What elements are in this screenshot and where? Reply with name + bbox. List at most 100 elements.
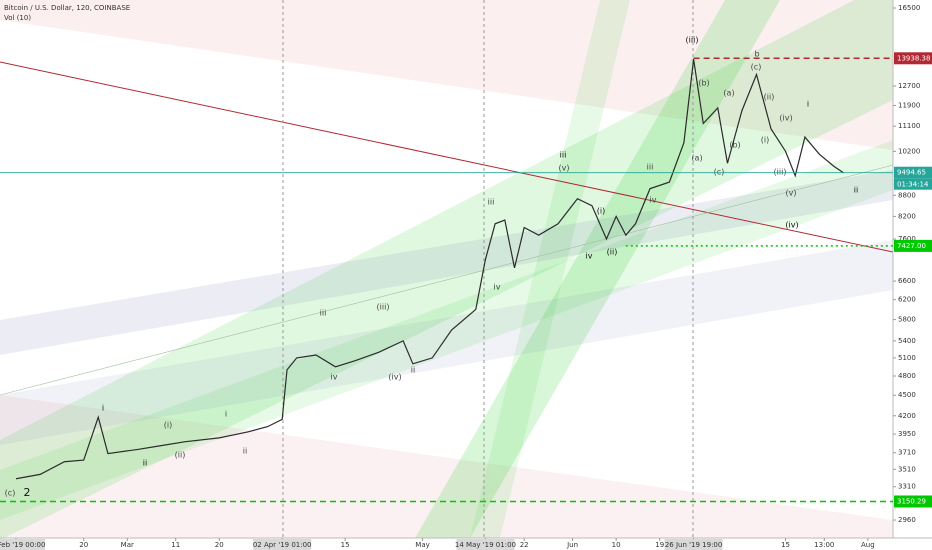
y-tick-label: 8800 — [898, 191, 916, 199]
level-label: 13938.38 — [897, 54, 930, 62]
trend-line — [0, 61, 894, 253]
green-band — [0, 0, 893, 540]
wave-label: (a) — [723, 89, 734, 98]
y-tick-label: 3710 — [898, 449, 916, 457]
wave-label: ii — [243, 447, 247, 456]
x-tick-box — [0, 539, 45, 550]
wave-label: (ii) — [175, 451, 186, 460]
x-tick-label: May — [415, 541, 429, 549]
price-axis-bg — [893, 0, 932, 550]
wave-label: iv — [650, 196, 657, 205]
wave-label: ii — [854, 186, 858, 195]
price-line — [15, 59, 844, 480]
level-label: 7427.00 — [897, 242, 926, 250]
wave-label: (i) — [164, 421, 172, 430]
chart-title: Bitcoin / U.S. Dollar, 120, COINBASE — [4, 4, 130, 12]
y-tick-label: 11900 — [898, 101, 920, 109]
y-tick-label: 6600 — [898, 277, 916, 285]
annotations: (iii) (b) (a) (c) b (c) (a) (b) (ii) (i)… — [5, 36, 859, 500]
y-tick-label: 7600 — [898, 235, 916, 243]
wave-label: iii — [647, 163, 654, 172]
level-label: 3150.29 — [897, 497, 926, 505]
wave-label: (b) — [698, 79, 709, 88]
x-tick-label: 20 — [79, 541, 88, 549]
y-tick-label: 4800 — [898, 372, 916, 380]
wave-label: (c) — [5, 489, 16, 498]
x-tick-label: 13:00 — [814, 541, 834, 549]
trend-line — [0, 164, 894, 396]
wave-label: i — [102, 404, 104, 413]
wave-label: iii — [320, 309, 327, 318]
y-tick-label: 2960 — [898, 516, 916, 524]
wave-label: iv — [586, 252, 593, 261]
x-tick-label: 15 — [341, 541, 350, 549]
wave-label: (iv) — [388, 373, 401, 382]
x-tick-label: 14 May '19 01:00 — [455, 541, 516, 549]
green-band — [470, 0, 630, 538]
wave-label: iv — [331, 373, 338, 382]
wave-label: (a) — [691, 154, 702, 163]
x-tick-label: 06 Feb '19 00:00 — [0, 541, 45, 549]
wave-label: iv — [494, 283, 501, 292]
wave-label: (iii) — [377, 303, 390, 312]
x-tick-label: 11 — [171, 541, 180, 549]
wave-label: b — [754, 50, 759, 59]
x-tick-label: 26 Jun '19 19:00 — [665, 541, 723, 549]
x-tick-label: Jun — [566, 541, 578, 549]
wave-label: (v) — [559, 164, 570, 173]
pink-band — [0, 395, 893, 538]
countdown: 01:34:14 — [897, 181, 929, 189]
wave-label: ii — [411, 366, 415, 375]
level-tag — [894, 239, 932, 252]
wave-label: (i) — [597, 207, 605, 216]
wave-label: (c) — [714, 168, 725, 177]
wave-label: (c) — [751, 63, 762, 72]
x-tick-box — [456, 539, 515, 550]
x-tick-label: Aug — [861, 541, 875, 549]
green-band — [415, 0, 780, 538]
wave-label: (v) — [786, 189, 797, 198]
y-tick-label: 5100 — [898, 354, 916, 362]
x-tick-label: Mar — [121, 541, 134, 549]
level-tag — [894, 166, 932, 179]
x-tick-label: 20 — [215, 541, 224, 549]
y-tick-label: 5800 — [898, 316, 916, 324]
drawing-bands — [0, 0, 894, 540]
x-tick-label: 02 Apr '19 01:00 — [253, 541, 312, 549]
wave-label: iii — [488, 198, 495, 207]
y-tick-label: 16500 — [898, 4, 920, 12]
chart-subtitle: Vol (10) — [4, 14, 31, 22]
wave-label: (iv) — [779, 114, 792, 123]
y-tick-label: 11100 — [898, 122, 920, 130]
wave-label: (ii) — [764, 93, 775, 102]
countdown-tag — [894, 178, 932, 190]
wave-label: iii — [560, 151, 567, 160]
y-tick-label: 6200 — [898, 296, 916, 304]
y-tick-label: 5400 — [898, 337, 916, 345]
x-tick-box — [664, 539, 723, 550]
y-tick-label: 8200 — [898, 212, 916, 220]
wave-label: (iii) — [686, 36, 699, 45]
wave-label: (ii) — [607, 248, 618, 257]
level-label: 9494.65 — [897, 169, 926, 177]
green-band — [0, 140, 893, 520]
wave-label: ii — [143, 459, 147, 468]
y-tick-label: 3310 — [898, 483, 916, 491]
y-tick-label: 4500 — [898, 391, 916, 399]
wave-label: (i) — [761, 136, 769, 145]
x-tick-box — [253, 539, 312, 550]
y-tick-label: 12700 — [898, 82, 920, 90]
y-tick-label: 3510 — [898, 465, 916, 473]
wave-label: (iii) — [774, 168, 787, 177]
pink-band — [0, 0, 893, 150]
grey-band — [0, 240, 893, 445]
x-tick-label: 10 — [612, 541, 621, 549]
wave-label: (iv) — [785, 221, 798, 230]
y-tick-label: 4200 — [898, 412, 916, 420]
grey-band — [0, 170, 893, 355]
level-tag — [894, 495, 932, 508]
y-tick-label: 10200 — [898, 147, 920, 155]
y-tick-label: 3950 — [898, 430, 916, 438]
